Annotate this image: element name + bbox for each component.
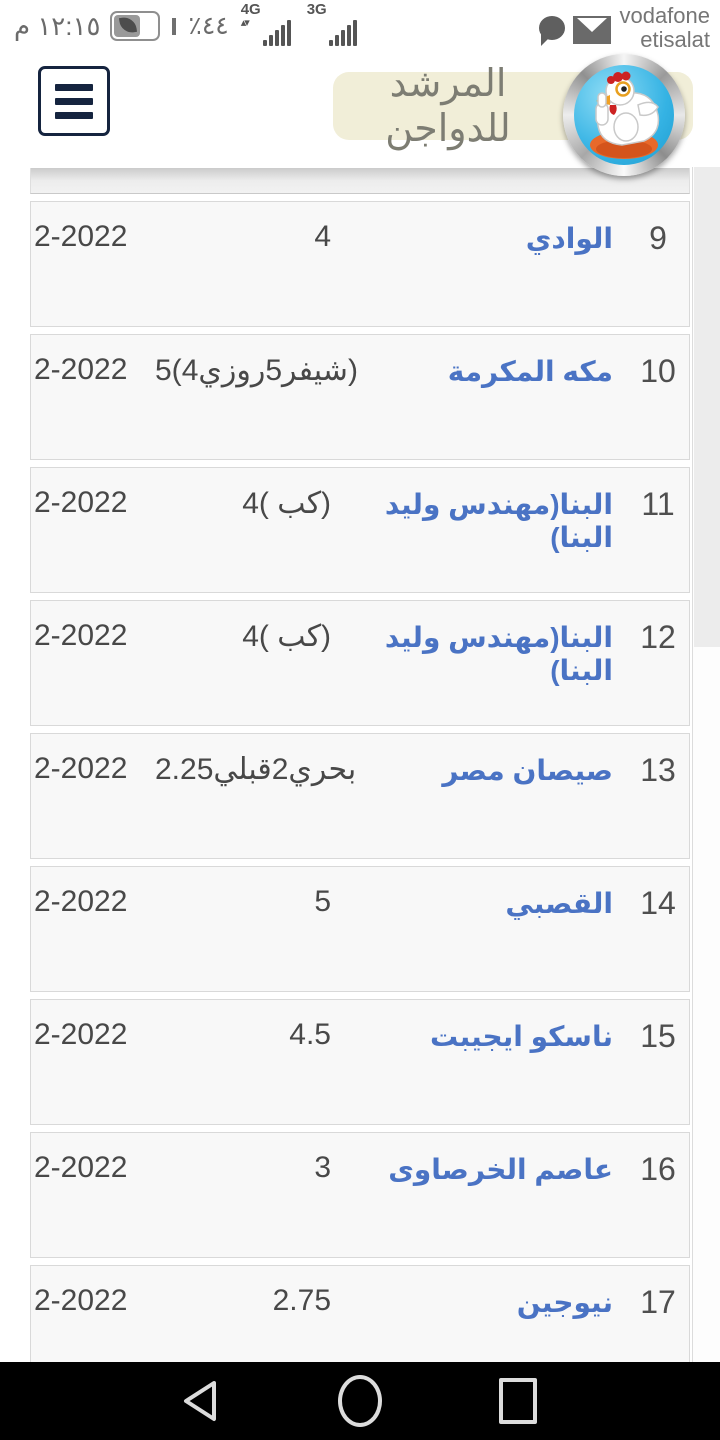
battery-cap-icon [172,17,177,35]
email-notification-icon [573,16,612,44]
price-value: 5 [314,885,331,918]
row-number: 15 [640,1018,676,1054]
price-value: 5(شيفر5روزي4) [155,354,358,387]
network-type-sim1: 4G [240,1,261,18]
price-value: 2.75 [272,1284,331,1317]
status-right-cluster: vodafone etisalat [539,3,710,53]
company-name-link[interactable]: الوادي [525,223,613,254]
table-row[interactable]: 16 عاصم الخرصاوى 3 2-2022 [30,1132,690,1258]
recents-icon [499,1378,537,1424]
price-value: 4.5 [289,1018,331,1051]
row-number: 14 [640,885,676,921]
company-name-link[interactable]: عاصم الخرصاوى [388,1154,613,1185]
scrollbar-track[interactable] [692,167,720,1362]
row-number: 9 [649,220,667,256]
price-value: 4( كب) [242,620,331,653]
message-notification-icon [539,16,566,46]
price-value: بحري2قبلي2.25 [155,753,357,786]
carrier-line1: vodafone [619,3,710,28]
previous-row-edge [30,168,690,194]
price-list: 9 الوادي 4 2-2022 10 مكه المكرمة 5(شيفر5… [0,167,720,1391]
table-row[interactable]: 15 ناسكو ايجيبت 4.5 2-2022 [30,999,690,1125]
network-type-sim2: 3G [306,1,327,18]
row-date: 2-2022 [34,486,128,519]
row-number: 11 [641,486,675,522]
company-name-link[interactable]: البنا(مهندس وليد البنا) [384,489,613,553]
row-date: 2-2022 [34,1284,128,1317]
scrollbar-thumb[interactable] [694,167,720,647]
back-button[interactable] [140,1362,260,1440]
price-value: 4 [314,220,331,253]
row-date: 2-2022 [34,619,128,652]
table-row[interactable]: 13 صيصان مصر بحري2قبلي2.25 2-2022 [30,733,690,859]
battery-percent: ٤٤٪ [188,12,229,40]
row-number: 17 [640,1284,676,1320]
home-button[interactable] [300,1362,420,1440]
table-row[interactable]: 11 البنا(مهندس وليد البنا) 4( كب) 2-2022 [30,467,690,593]
row-number: 10 [640,353,676,389]
row-number: 16 [640,1151,676,1187]
price-value: 3 [314,1151,331,1184]
carrier-line2: etisalat [640,27,710,53]
back-icon [184,1381,216,1421]
chicken-logo-icon [574,65,674,165]
app-header: المرشد للدواجن [0,52,720,176]
company-name-link[interactable]: نيوجين [516,1287,613,1318]
battery-icon [110,11,161,41]
row-date: 2-2022 [34,1151,128,1184]
data-arrows-icon: ▴▾ [240,17,250,29]
table-row[interactable]: 14 القصبي 5 2-2022 [30,866,690,992]
signal-bars-sim2-icon: 3G [307,2,357,46]
row-date: 2-2022 [34,752,128,785]
table-row[interactable]: 12 البنا(مهندس وليد البنا) 4( كب) 2-2022 [30,600,690,726]
menu-button[interactable] [38,66,110,136]
clock: ١٢:١٥ م [14,10,101,41]
status-bar: ١٢:١٥ م ٤٤٪ 4G ▴▾ 3G vodafone etisalat [0,0,720,52]
row-date: 2-2022 [34,353,128,386]
row-number: 13 [640,752,676,788]
company-name-link[interactable]: مكه المكرمة [447,356,613,387]
app-logo [563,54,685,176]
hamburger-icon [55,83,93,91]
home-icon [338,1375,382,1427]
row-date: 2-2022 [34,220,128,253]
table-row[interactable]: 9 الوادي 4 2-2022 [30,201,690,327]
carrier-names: vodafone etisalat [619,3,710,53]
app-title: المرشد للدواجن [385,63,511,150]
price-value: 4( كب) [242,487,331,520]
signal-bars-sim1-icon: 4G ▴▾ [241,2,291,46]
status-left-cluster: ١٢:١٥ م ٤٤٪ 4G ▴▾ 3G [14,0,357,52]
row-date: 2-2022 [34,885,128,918]
table-row[interactable]: 10 مكه المكرمة 5(شيفر5روزي4) 2-2022 [30,334,690,460]
company-name-link[interactable]: القصبي [505,888,613,919]
android-nav-bar [0,1362,720,1440]
rows-container: 9 الوادي 4 2-2022 10 مكه المكرمة 5(شيفر5… [0,201,720,1391]
row-number: 12 [640,619,676,655]
company-name-link[interactable]: البنا(مهندس وليد البنا) [384,622,613,686]
recents-button[interactable] [458,1362,578,1440]
company-name-link[interactable]: صيصان مصر [442,755,613,786]
company-name-link[interactable]: ناسكو ايجيبت [430,1021,613,1052]
row-date: 2-2022 [34,1018,128,1051]
